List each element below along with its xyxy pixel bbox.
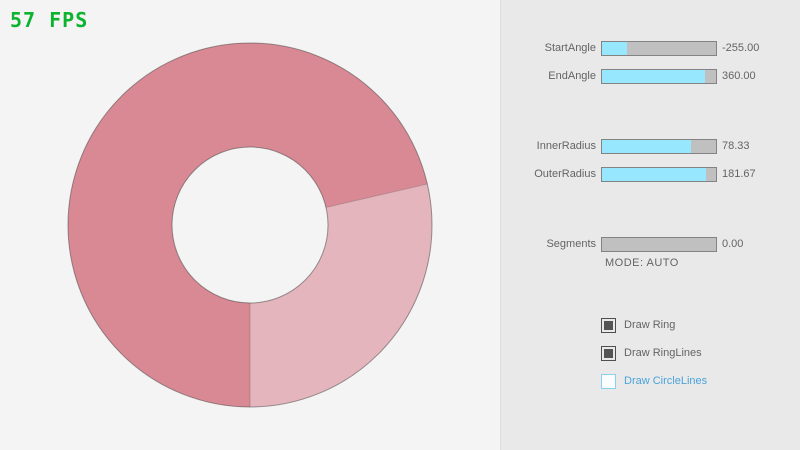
innerradius-slider[interactable] <box>601 139 717 154</box>
outerradius-slider-fill <box>602 168 706 181</box>
draw-ringlines-checkbox-icon[interactable] <box>601 346 616 361</box>
segments-label: Segments <box>546 238 596 250</box>
segments-value: 0.00 <box>722 238 744 250</box>
startangle-value: -255.00 <box>722 42 760 54</box>
outerradius-slider[interactable] <box>601 167 717 182</box>
endangle-value: 360.00 <box>722 70 756 82</box>
segments-slider[interactable] <box>601 237 717 252</box>
innerradius-label: InnerRadius <box>536 140 596 152</box>
startangle-slider-fill <box>602 42 628 55</box>
draw-ringlines-label: Draw RingLines <box>624 347 702 359</box>
startangle-slider[interactable] <box>601 41 717 56</box>
ring-light-segment <box>250 184 433 407</box>
checkbox-draw-ringlines[interactable]: Draw RingLines <box>601 346 791 361</box>
endangle-slider[interactable] <box>601 69 717 84</box>
ring-outer-outline <box>67 42 433 408</box>
innerradius-slider-fill <box>602 140 691 153</box>
ring-canvas <box>67 42 433 408</box>
ring-boundary-line-start <box>325 183 428 208</box>
endangle-slider-fill <box>602 70 705 83</box>
mode-label: MODE: AUTO <box>605 257 679 269</box>
ring-inner-outline <box>171 146 329 304</box>
draw-ring-checkbox-icon[interactable] <box>601 318 616 333</box>
checkbox-draw-ring[interactable]: Draw Ring <box>601 318 791 333</box>
outerradius-label: OuterRadius <box>534 168 596 180</box>
outerradius-value: 181.67 <box>722 168 756 180</box>
control-panel: StartAngle -255.00 EndAngle 360.00 Inner… <box>500 0 800 450</box>
fps-counter: 57 FPS <box>10 8 89 32</box>
slider-row-innerradius: InnerRadius 78.33 <box>501 139 800 154</box>
endangle-label: EndAngle <box>548 70 596 82</box>
slider-row-startangle: StartAngle -255.00 <box>501 41 800 56</box>
startangle-label: StartAngle <box>544 42 596 54</box>
slider-row-outerradius: OuterRadius 181.67 <box>501 167 800 182</box>
ring-dark-segment <box>68 43 428 408</box>
draw-circlelines-checkbox-icon[interactable] <box>601 374 616 389</box>
draw-circlelines-label: Draw CircleLines <box>624 375 708 387</box>
slider-row-segments: Segments 0.00 <box>501 237 800 252</box>
slider-row-endangle: EndAngle 360.00 <box>501 69 800 84</box>
checkbox-draw-circlelines[interactable]: Draw CircleLines <box>601 374 791 389</box>
innerradius-value: 78.33 <box>722 140 750 152</box>
draw-ring-label: Draw Ring <box>624 319 676 331</box>
